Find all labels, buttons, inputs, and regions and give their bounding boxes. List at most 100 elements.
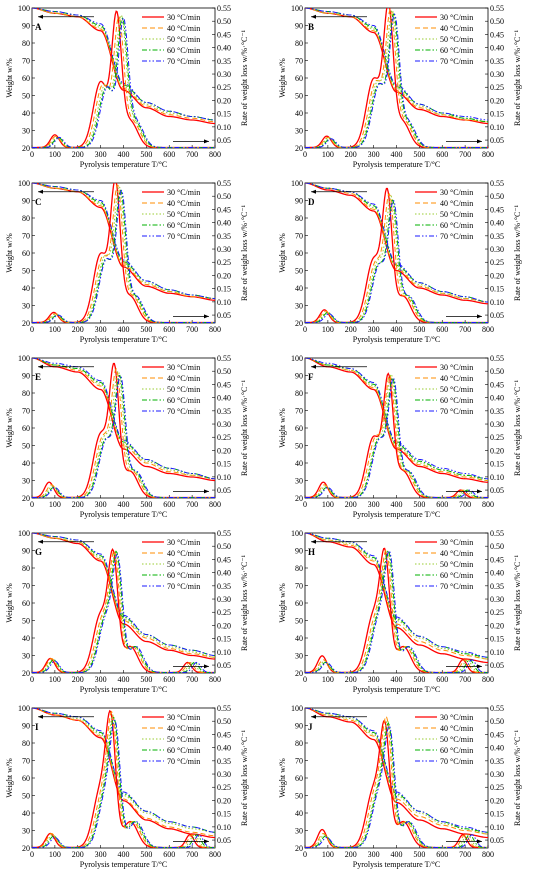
curves	[305, 708, 488, 848]
x-tick-label: 100	[49, 850, 61, 859]
x-tick-label: 600	[163, 325, 175, 334]
legend-label: 50 °C/min	[440, 385, 473, 394]
y-tick-label: 20	[22, 494, 30, 503]
legend-label: 70 °C/min	[167, 232, 200, 241]
x-tick-label: 500	[413, 500, 425, 509]
x-tick-label: 800	[209, 150, 221, 159]
legend-label: 30 °C/min	[440, 538, 473, 547]
y2-tick-label: 0.25	[217, 783, 231, 792]
x-tick-label: 0	[30, 150, 34, 159]
y2-tick-label: 0.10	[217, 298, 231, 307]
y2-tick-label: 0.30	[217, 420, 231, 429]
chart-panel-b: 0 100 200 300 400 500 600 700 800 20 30 40 50 60 70 80 9…	[278, 4, 522, 169]
x-tick-label: 800	[209, 500, 221, 509]
curves	[305, 183, 488, 323]
y-tick-label: 100	[291, 179, 303, 188]
y-tick-label: 40	[295, 809, 303, 818]
y2-tick-label: 0.15	[217, 110, 231, 119]
x-tick-label: 800	[209, 850, 221, 859]
y2-tick-label: 0.45	[490, 555, 504, 564]
x-tick-label: 500	[413, 675, 425, 684]
legend: 30 °C/min 40 °C/min 50 °C/min 60 °C/min 70 °…	[142, 363, 200, 416]
x-tick-label: 700	[459, 500, 471, 509]
x-tick-label: 300	[368, 500, 380, 509]
x-tick-label: 200	[345, 675, 357, 684]
curves	[305, 8, 488, 148]
legend-label: 40 °C/min	[440, 199, 473, 208]
x-tick-label: 0	[30, 850, 34, 859]
legend-label: 50 °C/min	[440, 210, 473, 219]
y2-tick-label: 0.15	[490, 285, 504, 294]
y2-tick-label: 0.10	[490, 823, 504, 832]
rate-curve	[305, 549, 488, 673]
y-tick-label: 80	[295, 39, 303, 48]
y-tick-label: 60	[295, 249, 303, 258]
panel-letter: B	[308, 22, 314, 32]
legend-label: 60 °C/min	[167, 221, 200, 230]
y-tick-label: 40	[295, 284, 303, 293]
weight-curve	[305, 708, 488, 839]
legend-label: 60 °C/min	[440, 221, 473, 230]
y-tick-label: 100	[291, 354, 303, 363]
x-tick-label: 300	[95, 150, 107, 159]
y2-axis-label: Rate of weight loss w/%·°C⁻¹	[240, 29, 249, 126]
x-axis-label: Pyrolysis temperature T/°C	[80, 510, 167, 519]
x-tick-label: 200	[345, 325, 357, 334]
y-axis-label: Weight w/%	[5, 58, 14, 98]
y2-tick-label: 0.50	[217, 367, 231, 376]
y-tick-label: 100	[18, 529, 30, 538]
x-tick-label: 500	[413, 325, 425, 334]
y-tick-label: 50	[295, 792, 303, 801]
legend-label: 40 °C/min	[167, 199, 200, 208]
y2-tick-label: 0.20	[217, 621, 231, 630]
y2-tick-label: 0.50	[490, 192, 504, 201]
x-tick-label: 500	[413, 150, 425, 159]
legend-label: 40 °C/min	[167, 24, 200, 33]
y2-tick-label: 0.20	[490, 96, 504, 105]
x-tick-label: 600	[436, 500, 448, 509]
right-axis-arrowhead	[204, 489, 209, 494]
y-axis-label: Weight w/%	[5, 233, 14, 273]
x-tick-label: 700	[186, 500, 198, 509]
legend: 30 °C/min 40 °C/min 50 °C/min 60 °C/min 70 °…	[415, 538, 473, 591]
x-tick-label: 0	[303, 675, 307, 684]
y2-tick-label: 0.45	[217, 730, 231, 739]
legend-label: 30 °C/min	[440, 13, 473, 22]
legend-label: 70 °C/min	[167, 57, 200, 66]
right-axis-arrowhead	[477, 664, 482, 669]
left-axis-arrowhead	[38, 364, 43, 369]
rate-curve	[32, 362, 215, 498]
x-tick-label: 0	[303, 850, 307, 859]
x-tick-label: 400	[391, 150, 403, 159]
y-tick-label: 30	[295, 652, 303, 661]
chart-panel-i: 0 100 200 300 400 500 600 700 800 20 30 40 50 60 70 80 9…	[5, 704, 249, 869]
y2-tick-label: 0.30	[490, 420, 504, 429]
weight-curve	[32, 358, 215, 482]
legend-label: 70 °C/min	[440, 582, 473, 591]
y2-tick-label: 0.20	[490, 271, 504, 280]
y-tick-label: 80	[295, 564, 303, 573]
y-tick-label: 20	[22, 144, 30, 153]
weight-curve	[32, 708, 215, 839]
y-tick-label: 70	[295, 407, 303, 416]
y2-tick-label: 0.50	[490, 542, 504, 551]
weight-curve	[305, 358, 488, 481]
chart-panel-a: 0 100 200 300 400 500 600 700 800 20 30 40 50 60 70 80 9…	[5, 4, 249, 169]
y-tick-label: 80	[22, 389, 30, 398]
x-tick-label: 200	[72, 325, 84, 334]
y-tick-label: 40	[22, 459, 30, 468]
y2-tick-label: 0.20	[490, 621, 504, 630]
y2-tick-label: 0.55	[217, 179, 231, 188]
x-tick-label: 700	[186, 325, 198, 334]
x-tick-label: 600	[163, 150, 175, 159]
y2-tick-label: 0.25	[490, 83, 504, 92]
y-tick-label: 20	[295, 669, 303, 678]
y2-tick-label: 0.20	[217, 271, 231, 280]
rate-curve	[32, 16, 215, 148]
left-axis-arrowhead	[38, 14, 43, 19]
legend-label: 70 °C/min	[440, 57, 473, 66]
legend-label: 40 °C/min	[440, 24, 473, 33]
x-tick-label: 200	[72, 500, 84, 509]
y-tick-label: 40	[22, 634, 30, 643]
rate-curve	[305, 12, 488, 148]
